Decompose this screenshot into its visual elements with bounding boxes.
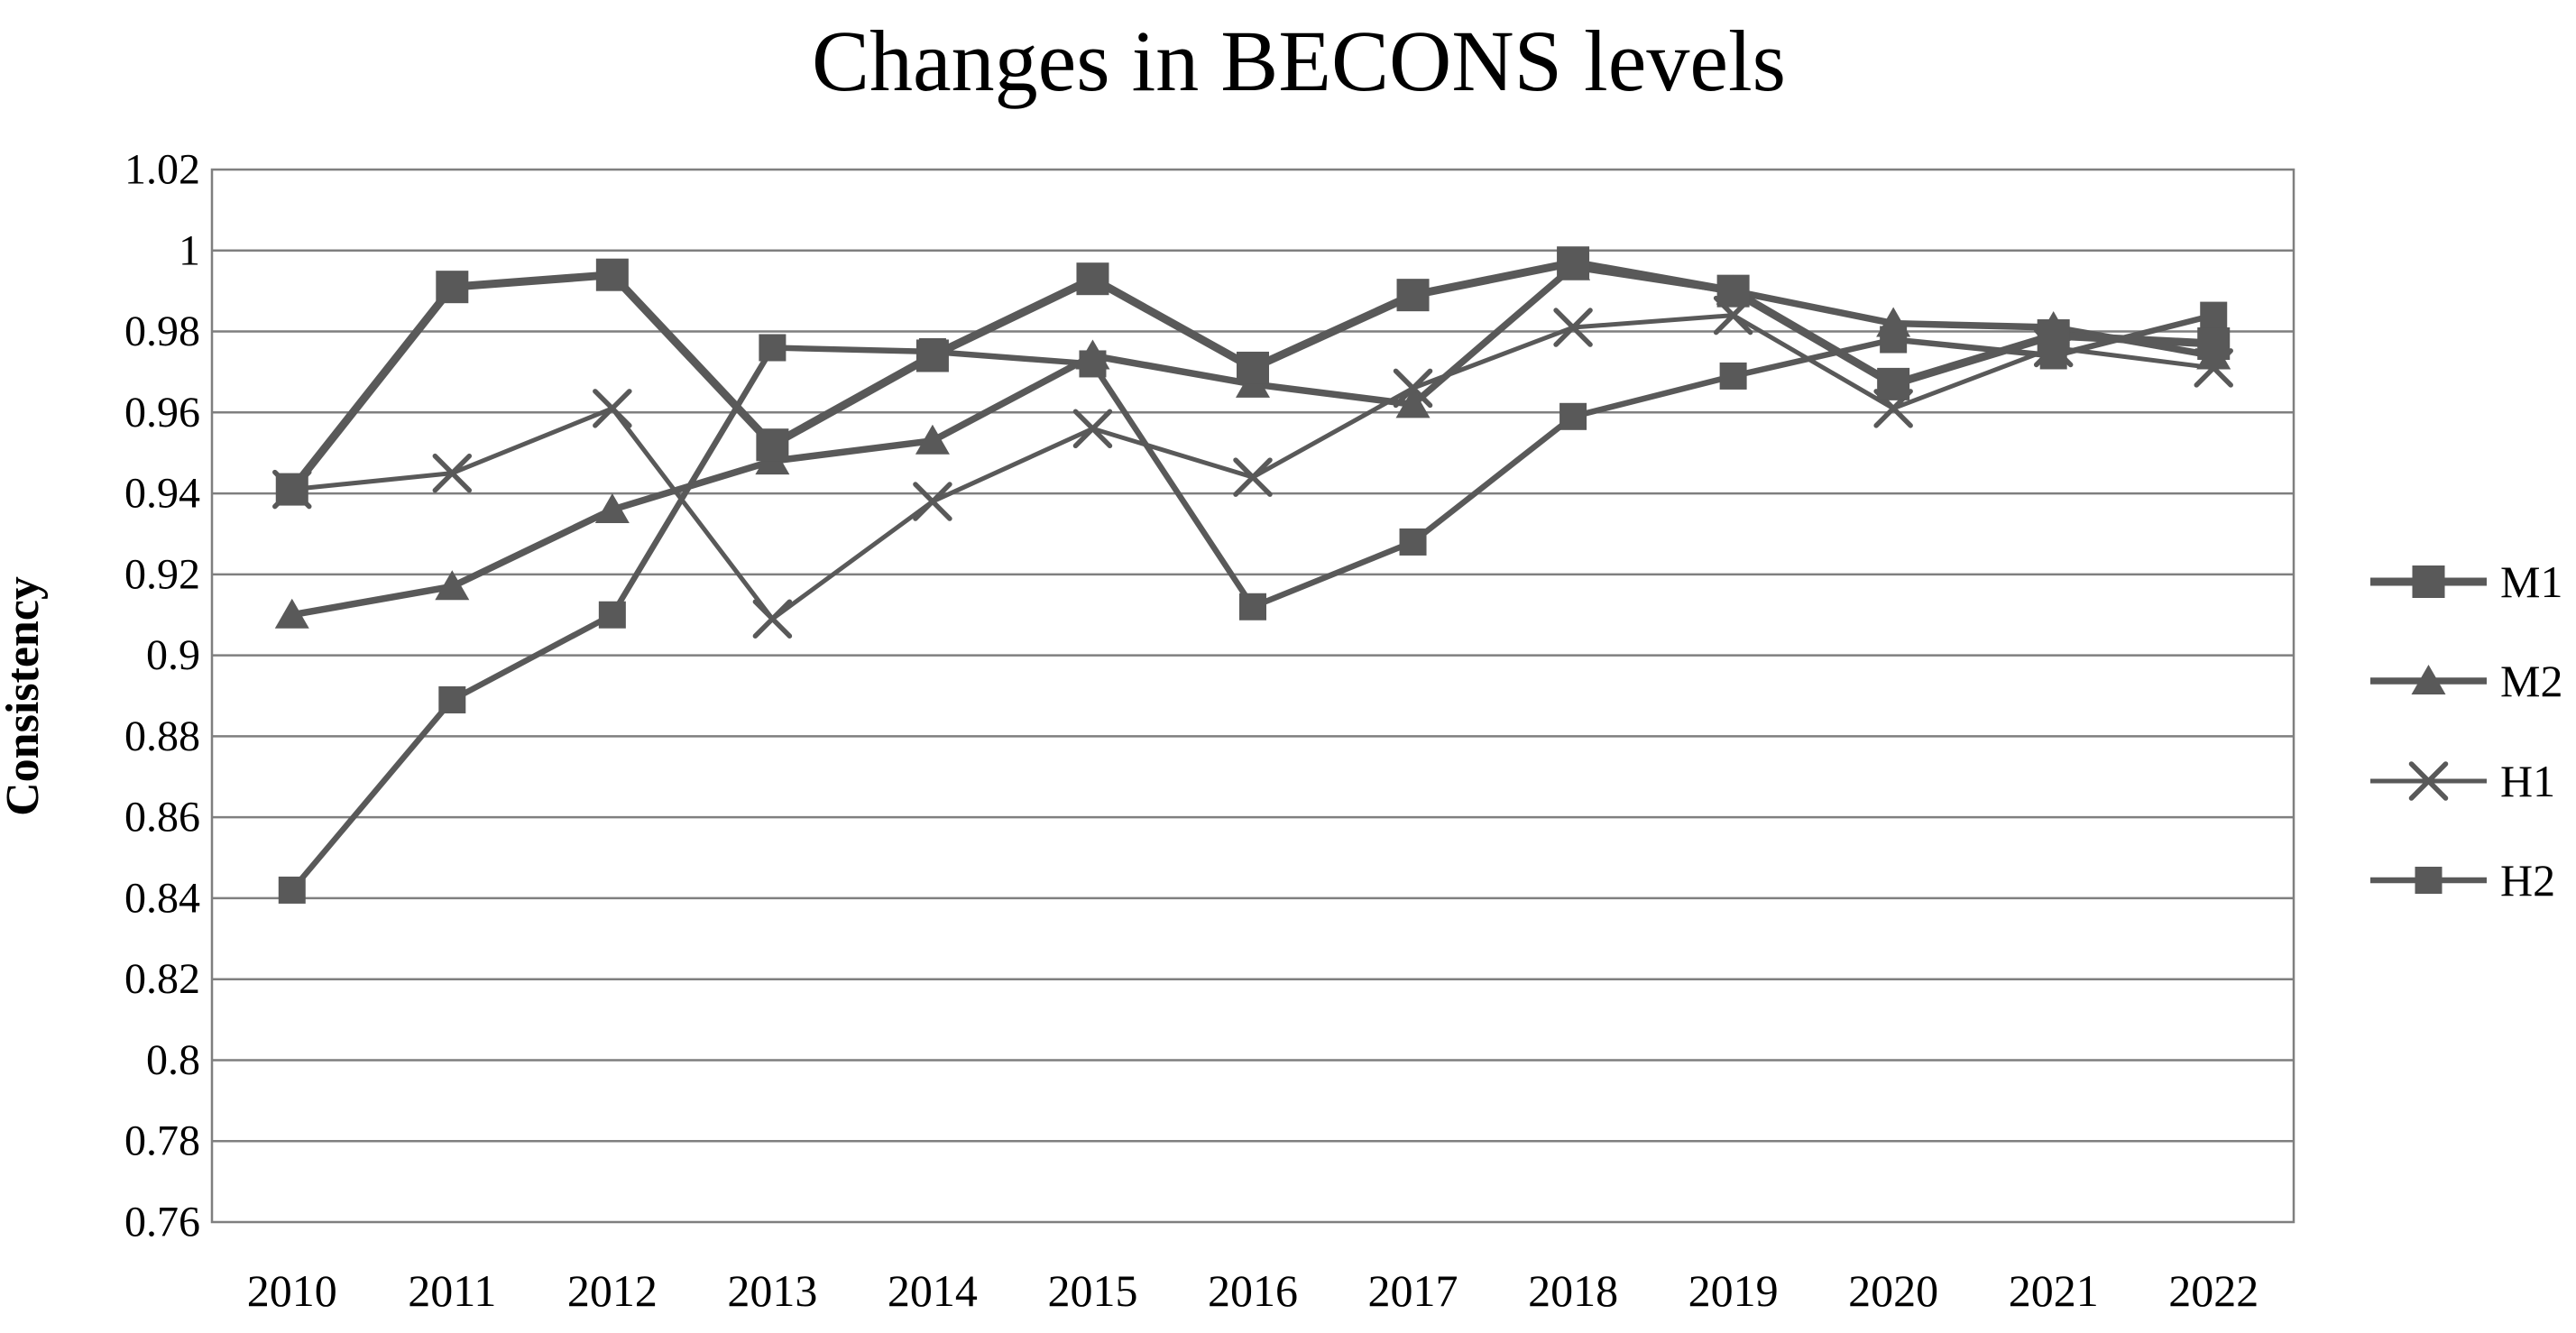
series-line-M2 (289, 262, 2217, 619)
plot-border (210, 168, 2295, 1224)
x-marker (2408, 761, 2449, 801)
legend-item-H2: H2 (2370, 855, 2555, 906)
triangle-marker (1075, 339, 1110, 370)
square-marker (1399, 528, 1427, 556)
series-M1 (275, 246, 2231, 506)
square-marker (595, 258, 629, 291)
x-tick-label: 2010 (247, 1265, 337, 1316)
x-tick-label: 2013 (727, 1265, 817, 1316)
y-axis-title: Consistency (0, 576, 49, 816)
x-marker (913, 482, 952, 521)
square-marker (1557, 246, 1590, 280)
square-marker (275, 473, 308, 506)
grid-layer (210, 168, 2295, 1224)
x-marker (752, 599, 793, 639)
legend-item-M1: M1 (2370, 556, 2562, 607)
square-marker (1076, 262, 1109, 296)
y-tick-label: 0.84 (124, 874, 200, 922)
y-tick-label: 1.02 (124, 146, 200, 194)
square-marker (759, 334, 787, 362)
y-tick-label: 0.96 (124, 389, 200, 437)
series-H1 (272, 295, 2233, 639)
y-tick-label: 0.76 (124, 1199, 200, 1246)
x-tick-label: 2014 (888, 1265, 978, 1316)
square-marker (756, 428, 789, 462)
square-marker (1396, 279, 1430, 312)
y-tick-label: 0.86 (124, 794, 200, 841)
y-tick-label: 0.98 (124, 308, 200, 355)
square-marker (1877, 367, 1910, 400)
y-tick-label: 1 (179, 226, 200, 274)
y-tick-label: 0.8 (146, 1036, 200, 1084)
x-tick-label: 2020 (1848, 1265, 1938, 1316)
series-M2 (274, 250, 2231, 629)
square-marker (2415, 867, 2443, 894)
legend-label: M1 (2500, 556, 2562, 607)
axis-layer: 1.0210.980.960.940.920.90.880.860.840.82… (124, 146, 2259, 1317)
x-tick-label: 2019 (1688, 1265, 1779, 1316)
square-marker (1719, 362, 1747, 390)
square-marker (438, 685, 466, 713)
x-tick-label: 2012 (567, 1265, 658, 1316)
y-tick-label: 0.78 (124, 1117, 200, 1165)
x-marker (432, 453, 473, 493)
triangle-marker (1876, 307, 1911, 337)
x-tick-label: 2022 (2168, 1265, 2259, 1316)
x-tick-label: 2021 (2009, 1265, 2099, 1316)
triangle-marker (1395, 388, 1431, 418)
chart-title: Changes in BECONS levels (812, 13, 1786, 109)
triangle-marker (2411, 665, 2446, 694)
square-marker (2412, 565, 2445, 598)
legend-item-H1: H1 (2370, 756, 2555, 806)
square-marker (2037, 319, 2070, 353)
legend-item-M2: M2 (2370, 656, 2562, 706)
x-marker (1072, 409, 1113, 449)
y-tick-label: 0.94 (124, 470, 200, 518)
square-marker (436, 271, 469, 304)
x-tick-label: 2011 (408, 1265, 496, 1316)
x-tick-label: 2018 (1528, 1265, 1618, 1316)
legend: M1 M2 H1 H2 (2370, 556, 2562, 906)
x-tick-label: 2017 (1368, 1265, 1458, 1316)
y-tick-label: 0.88 (124, 712, 200, 760)
x-marker (1233, 457, 1273, 497)
legend-label: H2 (2500, 855, 2555, 906)
x-tick-label: 2015 (1047, 1265, 1137, 1316)
y-tick-label: 0.9 (146, 631, 200, 679)
triangle-marker (915, 424, 950, 455)
square-marker (1239, 593, 1266, 621)
square-marker (278, 876, 306, 904)
legend-label: H1 (2500, 756, 2555, 806)
x-marker (593, 389, 632, 428)
y-tick-label: 0.82 (124, 955, 200, 1003)
triangle-marker (594, 493, 630, 524)
square-marker (2197, 327, 2231, 361)
square-marker (2200, 301, 2228, 329)
y-tick-label: 0.92 (124, 550, 200, 598)
x-tick-label: 2016 (1208, 1265, 1298, 1316)
square-marker (1559, 402, 1587, 430)
square-marker (598, 601, 626, 629)
square-marker (1237, 351, 1269, 384)
series-layer (272, 246, 2233, 904)
x-marker (1553, 308, 1593, 347)
legend-label: M2 (2500, 656, 2562, 706)
square-marker (915, 339, 949, 372)
triangle-marker (274, 598, 309, 629)
square-marker (1716, 274, 1750, 308)
triangle-marker (435, 570, 470, 601)
